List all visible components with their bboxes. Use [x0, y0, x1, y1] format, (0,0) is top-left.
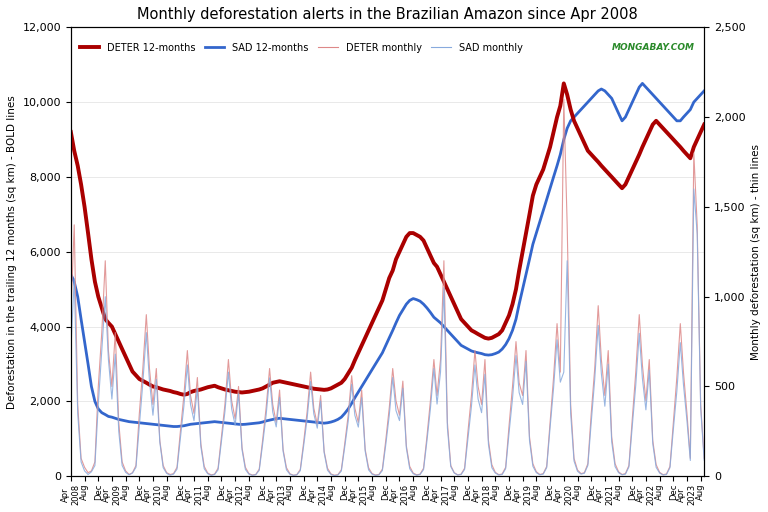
Legend: DETER 12-months, SAD 12-months, DETER monthly, SAD monthly: DETER 12-months, SAD 12-months, DETER mo… [76, 39, 526, 57]
Title: Monthly deforestation alerts in the Brazilian Amazon since Apr 2008: Monthly deforestation alerts in the Braz… [137, 7, 638, 22]
Text: MONGABAY.COM: MONGABAY.COM [611, 43, 694, 52]
Y-axis label: Deforestation in the trailing 12 months (sq km) - BOLD lines: Deforestation in the trailing 12 months … [7, 95, 17, 409]
Y-axis label: Monthly deforestation (sq km) - thin lines: Monthly deforestation (sq km) - thin lin… [751, 144, 761, 360]
